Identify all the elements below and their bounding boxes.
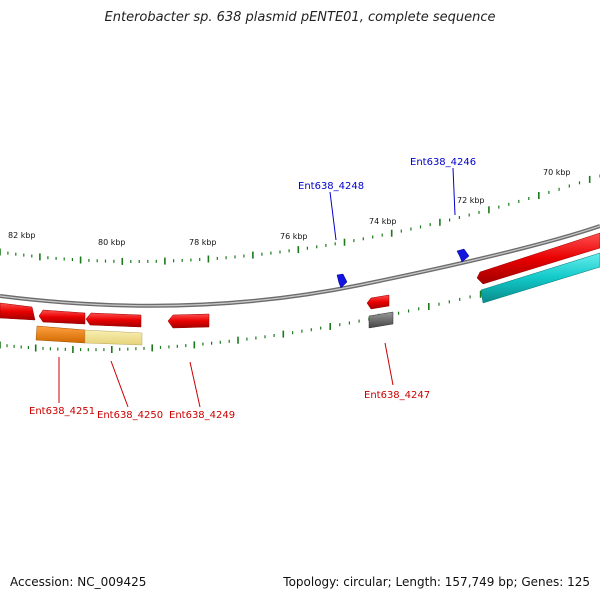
- gene-label-4249: Ent638_4249: [169, 410, 235, 421]
- kbp-label-72: 72 kbp: [457, 196, 485, 205]
- callout-line-4246: [452, 167, 456, 216]
- callout-line-4249: [189, 361, 201, 408]
- accession-text: Accession: NC_009425: [10, 575, 147, 589]
- gene-4247-feature[interactable]: [366, 294, 390, 310]
- gene-label-4250: Ent638_4250: [97, 410, 163, 421]
- kbp-label-74: 74 kbp: [369, 217, 397, 226]
- callout-line-4247: [384, 342, 394, 386]
- kbp-label-70: 70 kbp: [543, 168, 571, 177]
- callout-line-4250: [110, 360, 129, 408]
- kbp-label-76: 76 kbp: [280, 232, 308, 241]
- callout-line-4248: [329, 191, 337, 241]
- sequence-summary: Topology: circular; Length: 157,749 bp; …: [283, 575, 590, 589]
- gene-label-4251: Ent638_4251: [29, 406, 95, 417]
- backbone-highlight: [0, 225, 600, 307]
- gene-4249-feature[interactable]: [167, 313, 210, 329]
- kbp-label-80: 80 kbp: [98, 238, 126, 247]
- gene-cyan-feature[interactable]: [480, 252, 600, 304]
- gene-4246-feature[interactable]: [456, 248, 470, 263]
- gene-4248-feature[interactable]: [336, 273, 348, 289]
- gene-4251-upper-feature[interactable]: [38, 309, 86, 325]
- gene-4251-orange-feature[interactable]: [35, 325, 86, 344]
- map-title: Enterobacter sp. 638 plasmid pENTE01, co…: [104, 10, 496, 25]
- gene-4250-yellow-feature[interactable]: [84, 329, 143, 346]
- gene-left-edge-feature[interactable]: [0, 302, 36, 321]
- kbp-label-78: 78 kbp: [189, 238, 217, 247]
- outer-tick-ring: [0, 174, 600, 265]
- kbp-label-82: 82 kbp: [8, 231, 36, 240]
- gene-label-4246: Ent638_4246: [410, 157, 476, 168]
- gene-4247-gray-feature[interactable]: [368, 311, 394, 329]
- gene-large-red-upper[interactable]: [476, 232, 600, 285]
- gene-label-4248: Ent638_4248: [298, 181, 364, 192]
- gene-4250-upper-feature[interactable]: [85, 312, 142, 328]
- gene-label-4247: Ent638_4247: [364, 390, 430, 401]
